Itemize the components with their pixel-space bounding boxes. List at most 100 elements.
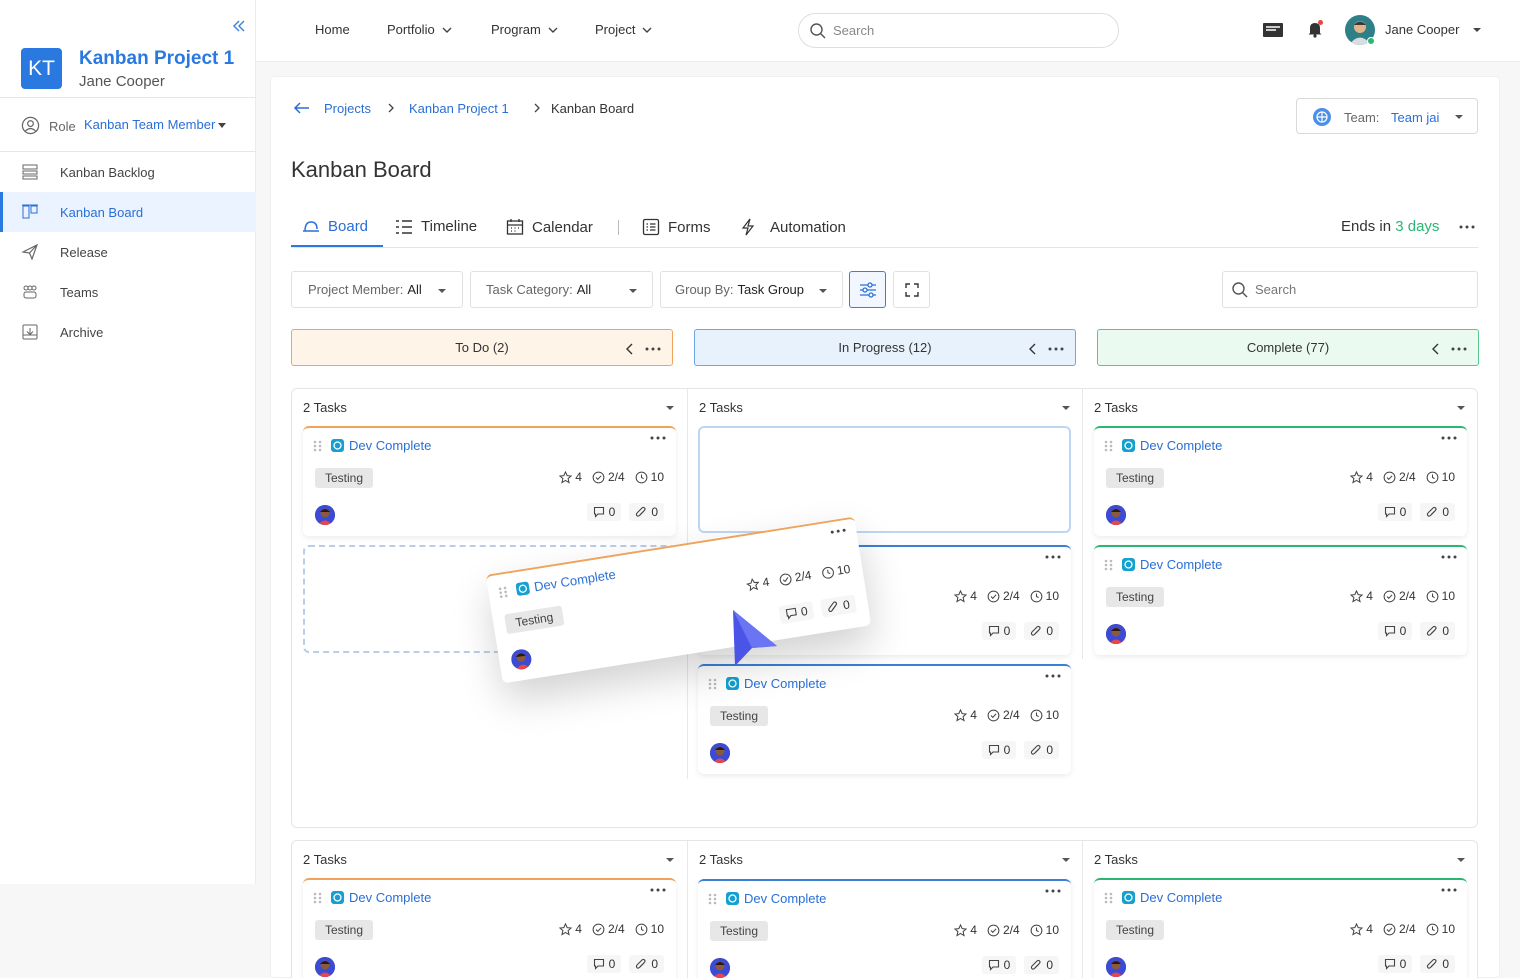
comments[interactable]: 0	[981, 741, 1017, 759]
breadcrumb-projects[interactable]: Projects	[324, 101, 371, 116]
comments[interactable]: 0	[777, 601, 815, 625]
assignee-avatar[interactable]	[710, 958, 730, 978]
drag-handle-icon[interactable]	[1104, 559, 1114, 571]
drag-handle-icon[interactable]	[313, 892, 323, 904]
user-menu[interactable]: Jane Cooper	[1385, 22, 1483, 37]
attachments[interactable]: 0	[1420, 503, 1455, 521]
attachments[interactable]: 0	[820, 594, 858, 618]
nav-portfolio[interactable]: Portfolio	[387, 22, 453, 37]
task-name[interactable]: Dev Complete	[1140, 557, 1223, 572]
attachments[interactable]: 0	[1024, 741, 1059, 759]
attachments[interactable]: 0	[1420, 622, 1455, 640]
attachments[interactable]: 0	[1024, 622, 1059, 640]
group-header[interactable]: 2 Tasks	[1094, 400, 1466, 415]
comments[interactable]: 0	[1377, 622, 1413, 640]
comments[interactable]: 0	[981, 956, 1017, 974]
filter-settings-button[interactable]	[849, 271, 886, 308]
task-card[interactable]: Dev Complete Testing 4 2/4 10 0 0	[1094, 545, 1467, 655]
assignee-avatar[interactable]	[315, 957, 335, 977]
task-card[interactable]: Dev Complete Testing 4 2/4 10 0 0	[1094, 878, 1467, 978]
card-more-icon[interactable]	[1441, 436, 1457, 440]
global-search[interactable]: Search	[798, 13, 1119, 48]
tab-automation[interactable]: Automation	[740, 218, 846, 236]
nav-program[interactable]: Program	[491, 22, 559, 37]
sidebar-item-release[interactable]: Release	[0, 232, 256, 272]
task-card[interactable]: Dev Complete Testing 4 2/4 10 0 0	[698, 879, 1071, 978]
card-more-icon[interactable]	[650, 888, 666, 892]
task-name[interactable]: Dev Complete	[1140, 890, 1223, 905]
drag-handle-icon[interactable]	[498, 586, 510, 599]
team-selector[interactable]: Team: Team jai	[1296, 98, 1478, 134]
attachments[interactable]: 0	[1420, 955, 1455, 973]
back-arrow-icon[interactable]	[293, 100, 311, 116]
assignee-avatar[interactable]	[1106, 957, 1126, 977]
attachments[interactable]: 0	[629, 503, 664, 521]
notification-bell-icon[interactable]	[1305, 19, 1325, 39]
collapse-sidebar-icon[interactable]	[231, 18, 247, 34]
tab-forms[interactable]: Forms	[642, 218, 711, 236]
task-card[interactable]: Dev Complete Testing 4 2/4 10 0 0	[303, 878, 676, 978]
card-more-icon[interactable]	[1045, 674, 1061, 678]
tab-board[interactable]: Board	[302, 218, 368, 235]
column-header-complete[interactable]: Complete (77)	[1097, 329, 1479, 366]
card-more-icon[interactable]	[1045, 555, 1061, 559]
dragged-task-card[interactable]: Dev Complete Testing 4 2/4 10 0 0	[485, 516, 872, 684]
task-name[interactable]: Dev Complete	[744, 891, 827, 906]
attachments[interactable]: 0	[1024, 956, 1059, 974]
task-card[interactable]: Dev Complete Testing 4 2/4 10 0 0	[1094, 426, 1467, 536]
sidebar-item-teams[interactable]: Teams	[0, 272, 256, 312]
comments[interactable]: 0	[586, 503, 622, 521]
role-dropdown[interactable]: Kanban Team Member	[84, 117, 227, 132]
attachments[interactable]: 0	[629, 955, 664, 973]
sidebar-item-archive[interactable]: Archive	[0, 312, 256, 352]
project-title[interactable]: Kanban Project 1	[79, 48, 235, 69]
group-header[interactable]: 2 Tasks	[1094, 852, 1466, 867]
column-header-todo[interactable]: To Do (2)	[291, 329, 673, 366]
task-name[interactable]: Dev Complete	[349, 890, 432, 905]
task-name[interactable]: Dev Complete	[533, 566, 617, 595]
task-name[interactable]: Dev Complete	[1140, 438, 1223, 453]
card-more-icon[interactable]	[1045, 889, 1061, 893]
group-header[interactable]: 2 Tasks	[699, 400, 1071, 415]
task-name[interactable]: Dev Complete	[744, 676, 827, 691]
sidebar-item-board[interactable]: Kanban Board	[0, 192, 256, 232]
drag-handle-icon[interactable]	[708, 893, 718, 905]
comments[interactable]: 0	[586, 955, 622, 973]
card-more-icon[interactable]	[1441, 888, 1457, 892]
assignee-avatar[interactable]	[1106, 505, 1126, 525]
comments[interactable]: 0	[1377, 503, 1413, 521]
inbox-icon[interactable]	[1262, 21, 1284, 39]
sidebar-item-backlog[interactable]: Kanban Backlog	[0, 152, 256, 192]
fullscreen-button[interactable]	[893, 271, 930, 308]
tab-timeline[interactable]: Timeline	[395, 218, 477, 235]
board-search[interactable]: Search	[1222, 271, 1478, 308]
assignee-avatar[interactable]	[1106, 624, 1126, 644]
card-more-icon[interactable]	[650, 436, 666, 440]
comments[interactable]: 0	[981, 622, 1017, 640]
assignee-avatar[interactable]	[315, 505, 335, 525]
drag-handle-icon[interactable]	[1104, 440, 1114, 452]
filter-project-member[interactable]: Project Member: All	[291, 271, 463, 308]
task-card[interactable]: Dev Complete Testing 4 2/4 10 0 0	[698, 664, 1071, 774]
drag-handle-icon[interactable]	[1104, 892, 1114, 904]
task-name[interactable]: Dev Complete	[349, 438, 432, 453]
more-options-icon[interactable]	[1459, 225, 1475, 229]
tab-calendar[interactable]: Calendar	[506, 218, 593, 236]
filter-task-category[interactable]: Task Category: All	[470, 271, 653, 308]
task-card[interactable]: Dev Complete Testing 4 2/4 10 0 0	[303, 426, 676, 536]
breadcrumb-project[interactable]: Kanban Project 1	[409, 101, 509, 116]
assignee-avatar[interactable]	[509, 647, 533, 671]
nav-project[interactable]: Project	[595, 22, 653, 37]
comments[interactable]: 0	[1377, 955, 1413, 973]
nav-home[interactable]: Home	[315, 22, 350, 37]
card-more-icon[interactable]	[1441, 555, 1457, 559]
group-header[interactable]: 2 Tasks	[303, 852, 675, 867]
group-header[interactable]: 2 Tasks	[303, 400, 675, 415]
drag-handle-icon[interactable]	[313, 440, 323, 452]
column-header-in-progress[interactable]: In Progress (12)	[694, 329, 1076, 366]
assignee-avatar[interactable]	[710, 743, 730, 763]
card-more-icon[interactable]	[830, 528, 846, 534]
group-header[interactable]: 2 Tasks	[699, 852, 1071, 867]
filter-group-by[interactable]: Group By: Task Group	[660, 271, 843, 308]
drag-handle-icon[interactable]	[708, 678, 718, 690]
